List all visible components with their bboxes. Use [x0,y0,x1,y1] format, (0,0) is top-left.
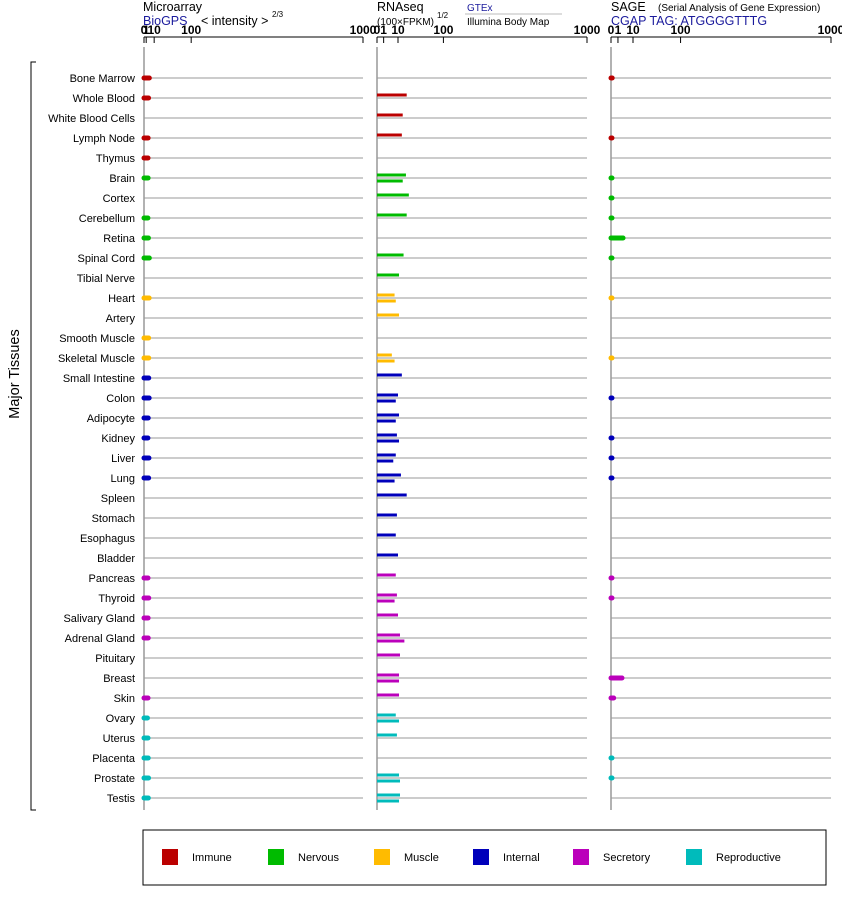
tissue-label: Uterus [103,733,136,745]
legend-swatch-secretory [573,849,589,865]
tissue-label: Thyroid [98,593,135,605]
sage-subtitle: (Serial Analysis of Gene Expression) [658,3,820,14]
microarray-scale: < intensity > [201,14,268,28]
legend-swatch-internal [473,849,489,865]
tissue-label: Adipocyte [87,413,135,425]
legend-swatch-reproductive [686,849,702,865]
group-label: Major Tissues [7,329,23,418]
legend-swatch-muscle [374,849,390,865]
tissue-label: Spinal Cord [78,253,135,265]
rnaseq-tick-label: 1000 [574,23,601,37]
tissue-label: Bone Marrow [70,73,135,85]
tissue-label: Prostate [94,773,135,785]
tissue-label: Ovary [106,713,136,725]
microarray-tick-label: 100 [181,23,201,37]
tissue-label: Skin [114,693,135,705]
sage-tick-label: 1000 [818,23,842,37]
expression-bars [141,75,626,803]
legend-label-immune: Immune [192,852,232,864]
legend-label-reproductive: Reproductive [716,852,781,864]
rnaseq-tick-label: 100 [433,23,453,37]
tissue-label: Placenta [92,753,136,765]
sage-tick-label: 100 [671,23,691,37]
tissue-label: Testis [107,793,136,805]
tissue-label: Esophagus [80,533,136,545]
tissue-label: Salivary Gland [63,613,135,625]
sage-tag: CGAP TAG: ATGGGGTTTG [611,14,767,28]
sage-tick-label: 1 [615,23,622,37]
tissue-label: Thymus [96,153,136,165]
rnaseq-tick-label: 0 [374,23,381,37]
legend-swatch-immune [162,849,178,865]
tissue-label: Small Intestine [63,373,135,385]
tissue-label: Cortex [103,193,136,205]
microarray-tick-label: 1000 [350,23,377,37]
tissue-label: Whole Blood [73,93,135,105]
tissue-label: Stomach [92,513,135,525]
tissue-label: Breast [103,673,135,685]
tissue-label: Liver [111,453,135,465]
tissue-label: Retina [103,233,136,245]
rnaseq-source-bodymap: Illumina Body Map [467,17,550,28]
tissue-label: Smooth Muscle [59,333,135,345]
tissue-label: Tibial Nerve [77,273,135,285]
tissue-label: Pituitary [95,653,135,665]
tissue-label: Lung [111,473,135,485]
tissue-label: Kidney [101,433,135,445]
sage-title: SAGE [611,0,646,14]
tissue-label: Cerebellum [79,213,135,225]
microarray-title: Microarray [143,0,203,14]
tissue-label: Colon [106,393,135,405]
tissue-label: White Blood Cells [48,113,135,125]
rnaseq-title: RNAseq [377,0,424,14]
legend-swatch-nervous [268,849,284,865]
legend-label-nervous: Nervous [298,852,339,864]
rnaseq-scale: (100×FPKM) [377,17,434,28]
tissue-rows: Bone Marrow Whole Blood White Blood Cells L… [48,73,831,805]
tissue-label: Heart [108,293,135,305]
rnaseq-source-gtex: GTEx [467,3,493,14]
microarray-tick-label: 1 [143,23,150,37]
sage-tick-label: 10 [626,23,640,37]
microarray-tick-label: 0 [141,23,148,37]
rnaseq-tick-label: 10 [391,23,405,37]
legend-label-secretory: Secretory [603,852,651,864]
microarray-source: BioGPS [143,14,187,28]
tissue-label: Pancreas [89,573,136,585]
rnaseq-tick-label: 1 [380,23,387,37]
tissue-label: Artery [106,313,136,325]
legend: Immune Nervous Muscle Internal Secretory Repr… [162,849,781,865]
legend-label-muscle: Muscle [404,852,439,864]
tissue-label: Spleen [101,493,135,505]
tissue-label: Bladder [97,553,135,565]
rnaseq-exponent: 1/2 [437,11,449,20]
tissue-label: Brain [109,173,135,185]
tissue-label: Adrenal Gland [65,633,135,645]
sage-tick-label: 0 [608,23,615,37]
microarray-exponent: 2/3 [272,10,284,19]
group-bracket [30,61,36,811]
microarray-tick-label: 10 [147,23,161,37]
tissue-label: Lymph Node [73,133,135,145]
tissue-label: Skeletal Muscle [58,353,135,365]
legend-label-internal: Internal [503,852,540,864]
